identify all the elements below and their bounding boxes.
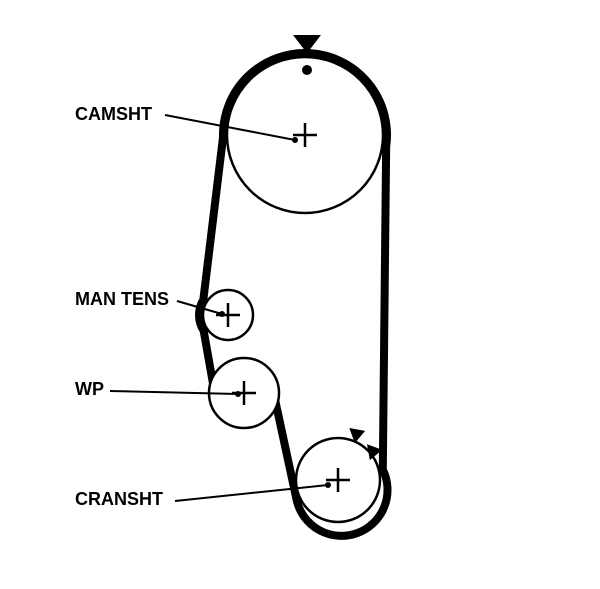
label-text: CRANSHT — [75, 489, 163, 509]
tensioner-pulley — [203, 290, 253, 340]
camshaft-pulley — [227, 57, 383, 213]
crankshaft-pulley — [296, 438, 380, 522]
label-text: WP — [75, 379, 104, 399]
label-text: MAN TENS — [75, 289, 169, 309]
label-text: CAMSHT — [75, 104, 152, 124]
timing-belt-diagram: CAMSHT MAN TENS WP CRANSHT — [0, 0, 600, 589]
